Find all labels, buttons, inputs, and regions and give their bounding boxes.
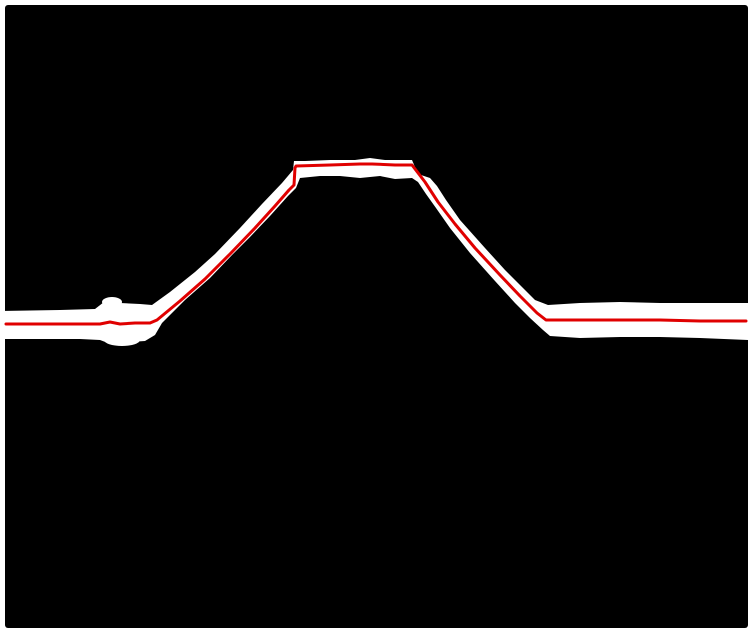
red-fit-line	[4, 162, 748, 326]
white-mask-band	[0, 158, 748, 345]
mask-blob-left	[104, 334, 140, 346]
mask-blob-left-top	[102, 297, 122, 307]
black-background	[5, 5, 748, 628]
